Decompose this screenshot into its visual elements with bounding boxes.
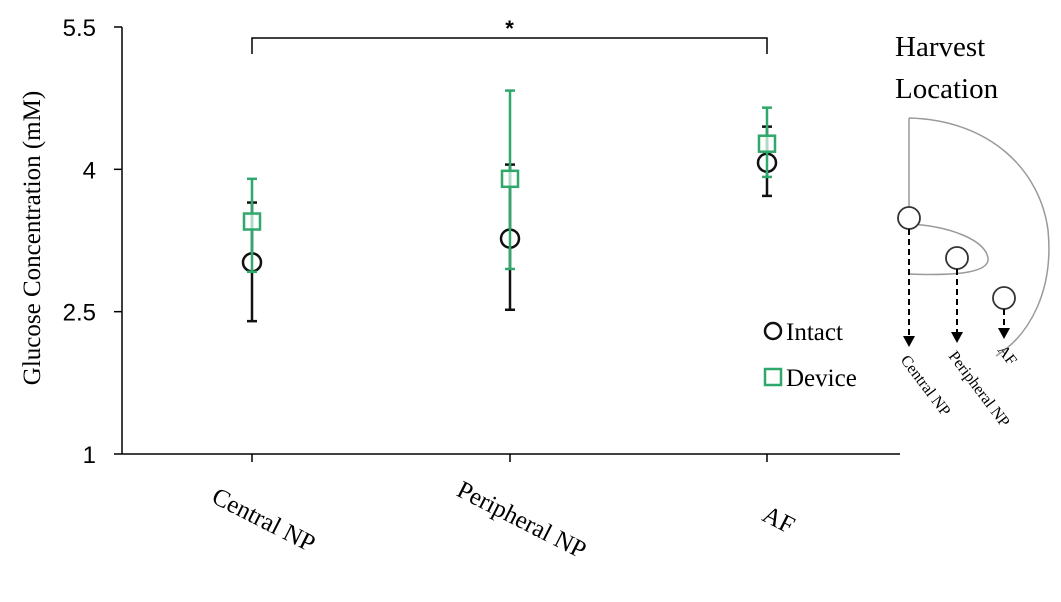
peripheral-np-site	[945, 246, 969, 270]
significance-line	[251, 37, 768, 54]
x-category-label: AF	[758, 501, 799, 540]
legend: Intact Device	[763, 319, 857, 392]
inset-label-central-np: Central NP	[897, 352, 954, 419]
x-category-group: Central NP Peripheral NP AF	[207, 454, 799, 564]
central-np-arrowhead	[903, 336, 915, 347]
af-site	[992, 286, 1016, 310]
y-tick-label: 4	[83, 157, 96, 184]
harvest-location-inset: Harvest Location Central NP Peripheral N…	[895, 31, 1050, 431]
y-axis-title: Glucose Concentration (mM)	[19, 91, 46, 385]
data-point-device	[500, 169, 520, 189]
y-tick-group: 1 2.5 4 5.5	[63, 15, 122, 469]
central-np-site	[897, 206, 921, 230]
inset-label-af: AF	[994, 342, 1020, 369]
y-tick-label: 2.5	[63, 300, 96, 327]
af-arrowhead	[998, 328, 1010, 339]
x-category-label: Central NP	[207, 483, 319, 558]
data-marks	[241, 89, 778, 323]
y-tick-label: 1	[83, 442, 96, 469]
significance-bracket: *	[251, 16, 768, 54]
data-point-device	[757, 134, 777, 153]
legend-device-marker	[763, 367, 783, 387]
legend-intact-label: Intact	[786, 319, 843, 346]
y-tick-label: 5.5	[63, 15, 96, 42]
peripheral-np-arrowhead	[951, 332, 963, 343]
nucleus-outline	[908, 223, 989, 276]
x-category-label: Peripheral NP	[452, 476, 590, 564]
legend-intact-marker	[763, 321, 783, 341]
significance-star: *	[505, 16, 514, 41]
legend-device-label: Device	[786, 365, 857, 392]
inset-title-line-2: Location	[895, 73, 999, 105]
inset-title-line-1: Harvest	[895, 31, 985, 63]
data-point-device	[242, 212, 262, 231]
disc-outline	[908, 117, 1050, 357]
